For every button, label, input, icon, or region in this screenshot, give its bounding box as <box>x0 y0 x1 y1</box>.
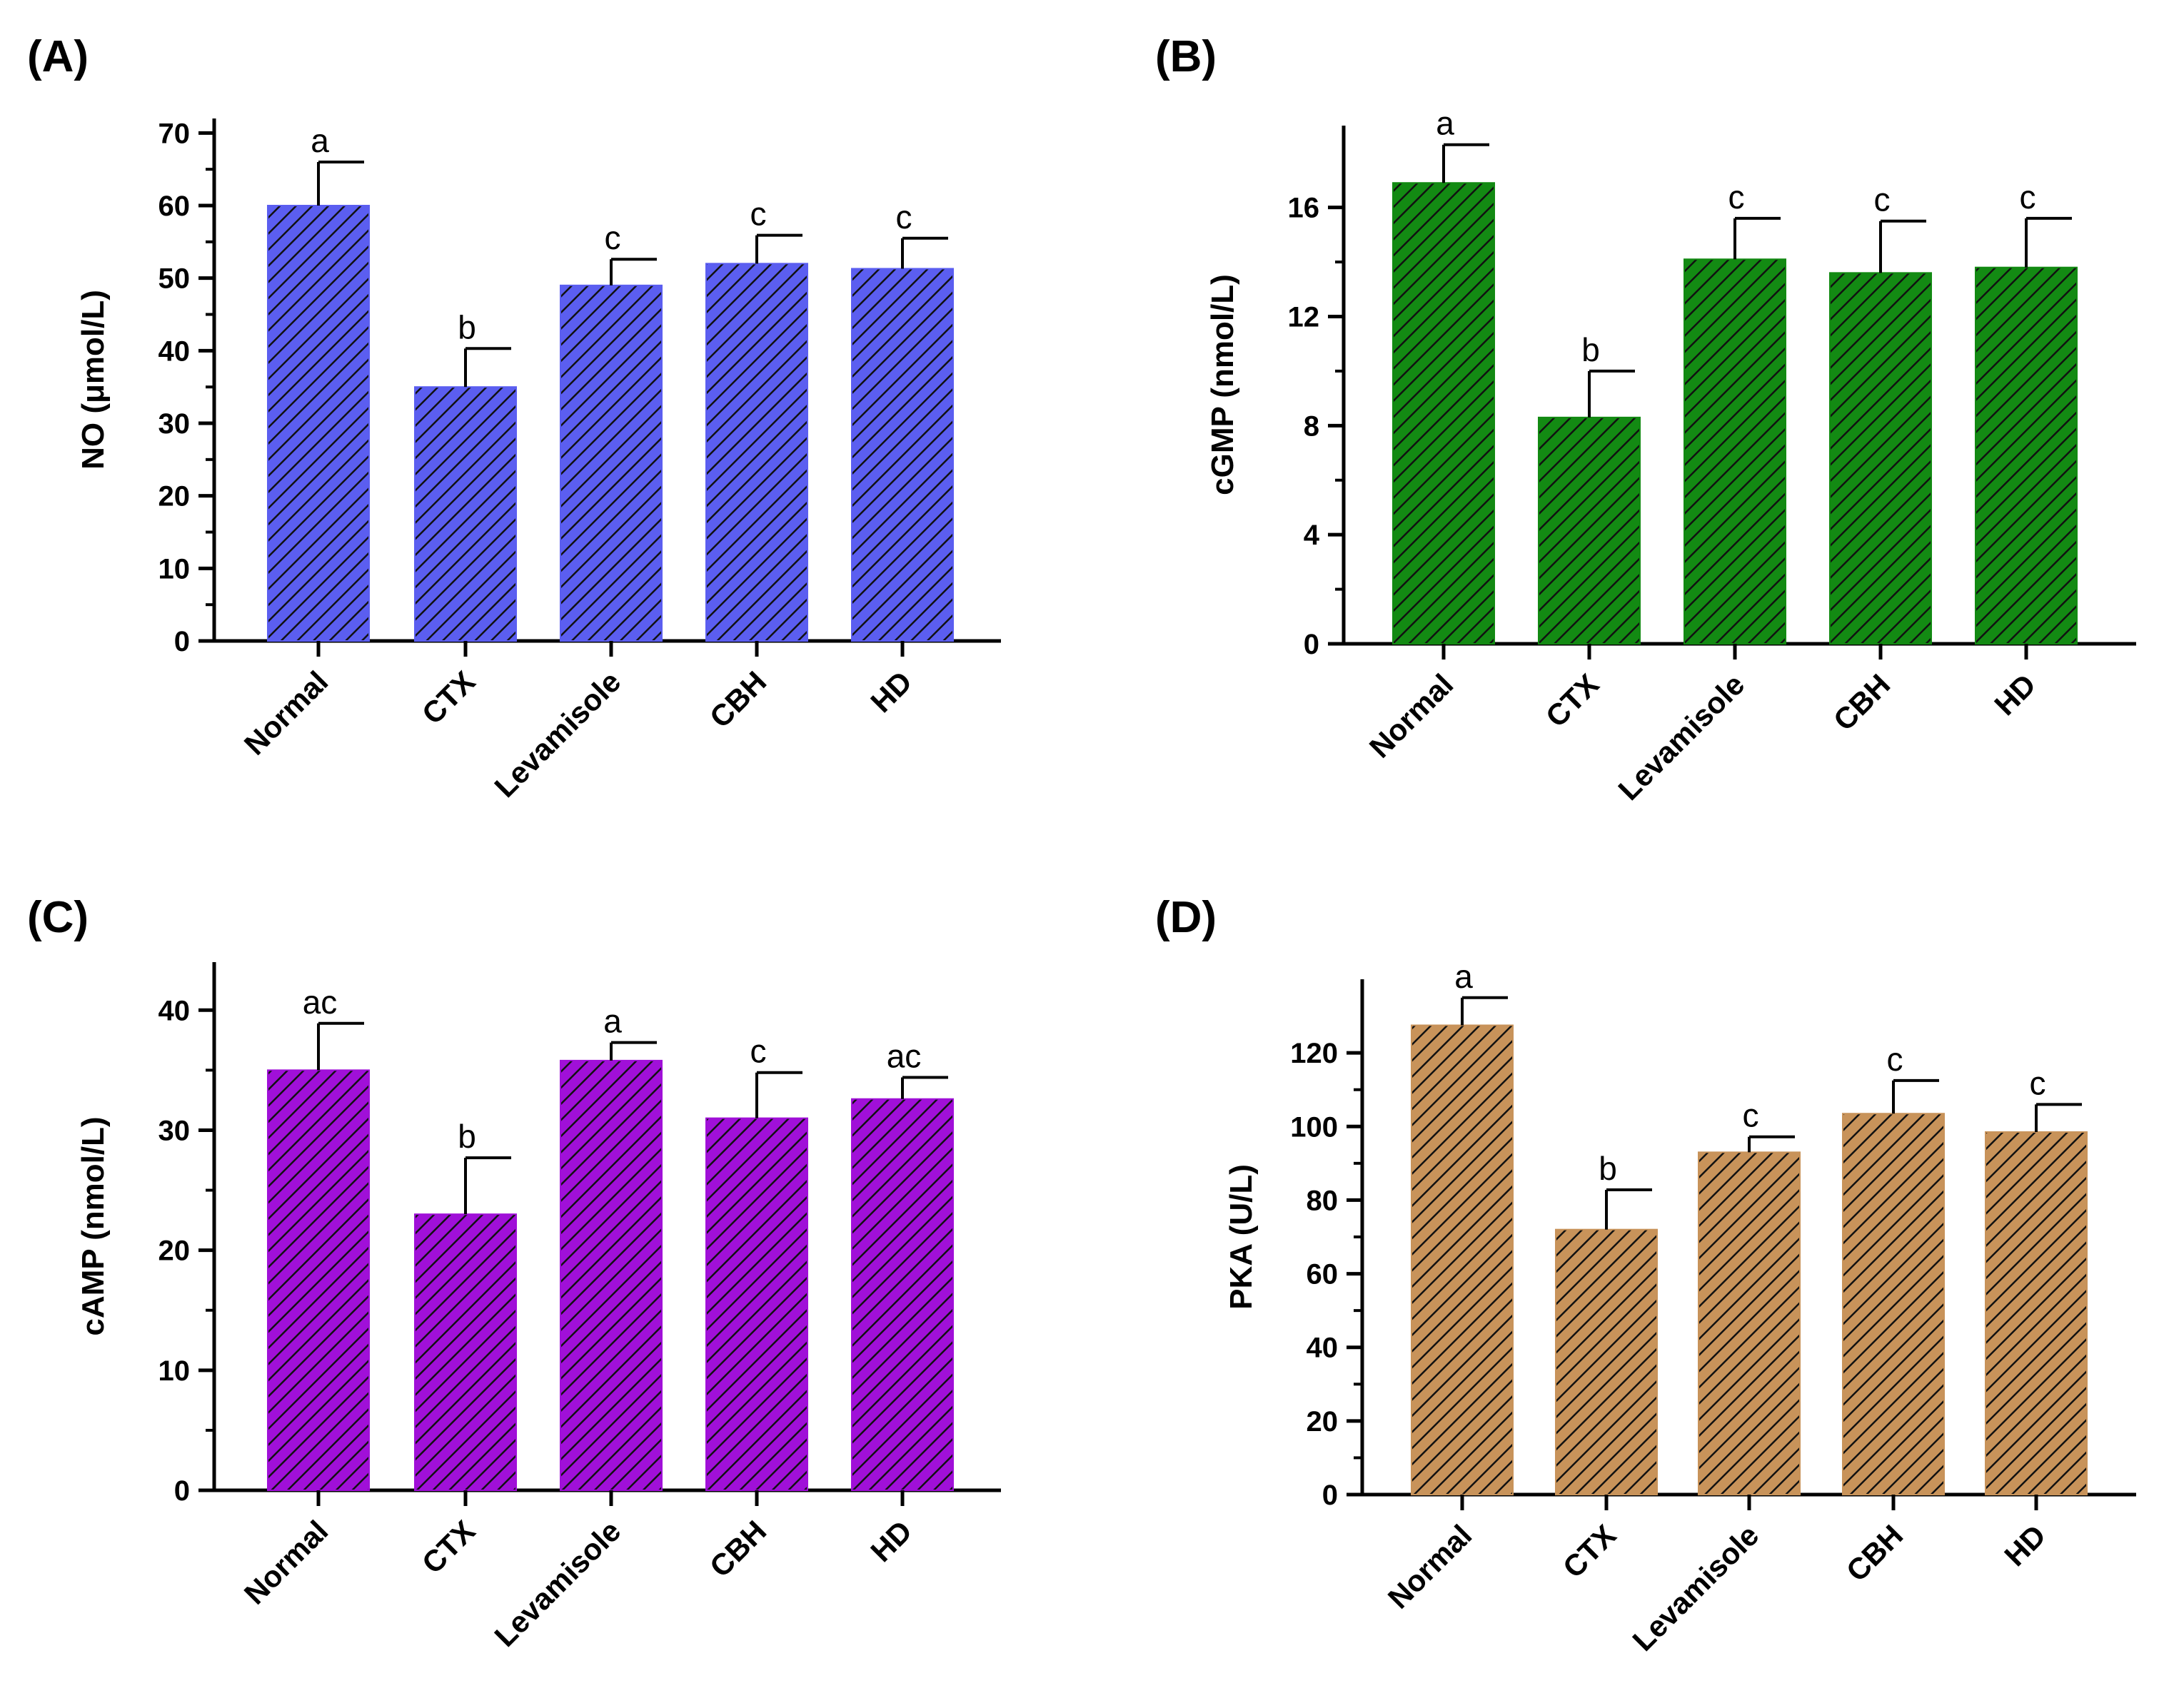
bar-normal <box>1392 182 1495 645</box>
significance-letter: a <box>1436 105 1454 142</box>
x-tick-label-ctx: CTX <box>1556 1518 1623 1585</box>
y-tick-label: 0 <box>174 1475 190 1507</box>
significance-letter: b <box>1599 1150 1617 1187</box>
y-tick-label: 120 <box>1290 1038 1338 1069</box>
significance-letter: b <box>458 308 476 345</box>
bar-ctx <box>414 386 517 642</box>
y-tick-label: 40 <box>158 995 191 1026</box>
bar-normal <box>1411 1024 1514 1495</box>
x-tick-label-normal: Normal <box>1363 667 1460 764</box>
chart-panel-a: (A) 0 10 20 30 40 50 60 70 NO (μmol/L) a Normal b CTX… <box>27 32 1001 804</box>
x-tick-label-levamisole: Levamisole <box>488 664 627 804</box>
y-tick-label: 0 <box>1322 1480 1338 1511</box>
y-tick-label: 40 <box>1307 1333 1339 1364</box>
y-tick-label: 4 <box>1304 520 1320 551</box>
x-tick-label-levamisole: Levamisole <box>488 1514 627 1653</box>
x-tick-label-levamisole: Levamisole <box>1626 1518 1765 1657</box>
x-tick-label-normal: Normal <box>1382 1518 1479 1615</box>
x-tick-label-cbh: CBH <box>1827 667 1897 737</box>
significance-letter: c <box>750 196 767 233</box>
x-tick-label-cbh: CBH <box>703 1514 773 1584</box>
y-tick-label: 20 <box>1307 1406 1339 1437</box>
y-axis-title: PKA (U/L) <box>1224 1164 1259 1310</box>
x-tick-label-hd: HD <box>1998 1518 2052 1572</box>
chart-panel-b: (B) 0 4 8 12 16 cGMP (nmol/L) a Normal b CTX c Levam… <box>1155 32 2136 807</box>
panel-label: (B) <box>1155 32 1217 81</box>
bar-cbh <box>1829 272 1932 645</box>
significance-letter: c <box>1728 178 1745 216</box>
significance-letter: c <box>1887 1041 1903 1078</box>
x-tick-label-cbh: CBH <box>703 664 773 734</box>
y-tick-label: 0 <box>174 626 190 657</box>
x-tick-label-hd: HD <box>864 1514 918 1568</box>
bar-normal <box>267 1069 370 1491</box>
y-tick-label: 60 <box>1307 1259 1339 1290</box>
bar-cbh <box>705 263 808 642</box>
y-tick-label: 30 <box>158 1115 191 1146</box>
x-tick-label-hd: HD <box>864 664 918 719</box>
y-tick-label: 40 <box>158 335 191 367</box>
bar-ctx <box>414 1213 517 1491</box>
bar-levamisole <box>1684 258 1786 645</box>
significance-letter: c <box>2030 1064 2046 1101</box>
significance-letter: c <box>750 1033 767 1070</box>
y-axis-title: NO (μmol/L) <box>76 290 111 470</box>
x-tick-label-ctx: CTX <box>1539 667 1606 734</box>
bar-hd <box>851 1098 954 1491</box>
x-tick-label-hd: HD <box>1988 667 2042 722</box>
panel-label: (D) <box>1155 893 1217 942</box>
chart-panel-d: (D) 0 20 40 60 80 100 120 PKA (U/L) a Normal b CTX c L… <box>1155 893 2136 1657</box>
significance-letter: c <box>1743 1097 1759 1134</box>
y-tick-label: 70 <box>158 118 191 149</box>
x-tick-label-levamisole: Levamisole <box>1611 667 1751 807</box>
bar-hd <box>1975 266 2078 645</box>
bar-ctx <box>1555 1228 1658 1495</box>
bar-normal <box>267 205 370 642</box>
y-axis-title: cAMP (nmol/L) <box>76 1116 111 1335</box>
bar-levamisole <box>560 284 663 642</box>
y-tick-label: 30 <box>158 408 191 440</box>
bar-ctx <box>1538 416 1641 645</box>
x-tick-label-normal: Normal <box>238 664 335 762</box>
y-tick-label: 100 <box>1290 1111 1338 1143</box>
significance-letter: c <box>2020 178 2036 216</box>
x-tick-label-cbh: CBH <box>1840 1518 1910 1588</box>
x-tick-label-normal: Normal <box>238 1514 335 1611</box>
panel-label: (C) <box>27 893 89 942</box>
y-tick-label: 20 <box>158 481 191 512</box>
y-tick-label: 8 <box>1304 410 1319 442</box>
panel-label: (A) <box>27 32 89 81</box>
x-tick-label-ctx: CTX <box>416 1514 482 1580</box>
significance-letter: a <box>603 1003 622 1040</box>
significance-letter: c <box>1874 181 1891 218</box>
y-tick-label: 20 <box>158 1235 191 1267</box>
y-axis-title: cGMP (nmol/L) <box>1205 274 1240 495</box>
significance-letter: a <box>1454 958 1473 995</box>
significance-letter: b <box>1581 331 1600 368</box>
significance-letter: ac <box>303 984 338 1021</box>
y-tick-label: 80 <box>1307 1185 1339 1216</box>
significance-letter: a <box>311 122 329 159</box>
bar-cbh <box>705 1117 808 1491</box>
significance-letter: b <box>458 1118 476 1155</box>
bar-hd <box>851 268 954 642</box>
y-tick-label: 10 <box>158 1355 191 1387</box>
y-tick-label: 12 <box>1288 301 1320 333</box>
chart-panel-c: (C) 0 10 20 30 40 cAMP (nmol/L) ac Normal b CTX a Le… <box>27 893 1001 1653</box>
bar-cbh <box>1842 1113 1945 1495</box>
y-tick-label: 0 <box>1304 629 1319 660</box>
y-tick-label: 16 <box>1288 193 1320 224</box>
significance-letter: ac <box>887 1037 922 1074</box>
bar-levamisole <box>1698 1151 1801 1496</box>
x-tick-label-ctx: CTX <box>416 664 482 731</box>
y-tick-label: 50 <box>158 263 191 295</box>
significance-letter: c <box>896 198 912 236</box>
y-tick-label: 60 <box>158 191 191 222</box>
y-tick-label: 10 <box>158 553 191 585</box>
significance-letter: c <box>605 219 621 256</box>
bar-hd <box>1985 1131 2088 1496</box>
bar-levamisole <box>560 1059 663 1491</box>
